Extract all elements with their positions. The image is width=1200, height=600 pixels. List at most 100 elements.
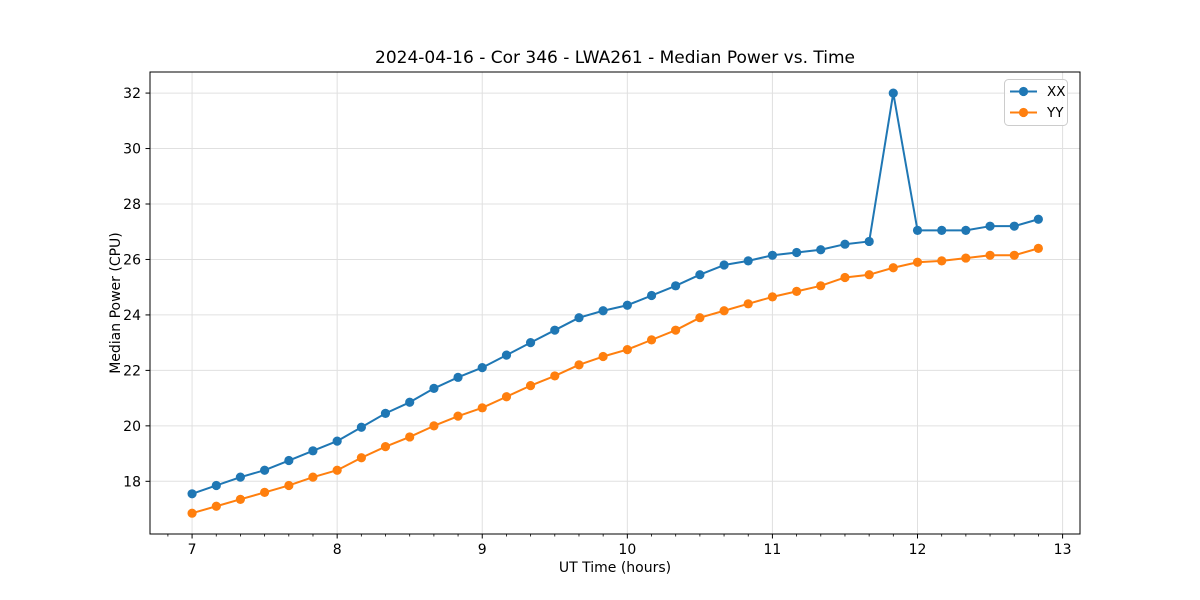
data-point-xx [187, 489, 197, 499]
data-point-xx [477, 363, 487, 373]
series-line-xx [191, 92, 1040, 495]
data-point-yy [380, 442, 391, 452]
data-point-xx [405, 397, 415, 407]
data-point-yy [308, 472, 318, 482]
data-point-xx [1009, 221, 1019, 231]
data-point-yy [646, 335, 657, 345]
x-tick-label: 10 [618, 542, 636, 558]
data-point-xx [356, 422, 366, 432]
data-point-xx [743, 256, 753, 266]
y-tick-label: 18 [123, 474, 141, 490]
data-point-xx [332, 436, 342, 446]
gridlines [150, 72, 1080, 534]
x-tick-label: 7 [188, 542, 197, 558]
x-tick-label: 8 [333, 542, 342, 558]
data-point-xx [574, 313, 584, 323]
data-point-yy [284, 480, 294, 491]
data-point-xx [622, 300, 632, 310]
x-tick-label: 11 [764, 542, 782, 558]
data-point-xx [646, 290, 657, 301]
data-point-yy [1033, 243, 1043, 253]
x-tick-label: 12 [909, 542, 927, 558]
y-tick-label: 28 [123, 197, 141, 213]
data-point-xx [840, 239, 850, 249]
y-tick-label: 20 [123, 419, 141, 435]
x-tick-label: 13 [1054, 542, 1072, 558]
data-point-xx [525, 338, 536, 348]
axis-ticks [145, 92, 1064, 539]
data-point-xx [864, 236, 874, 247]
legend-item-yy: YY [1010, 105, 1064, 121]
data-point-yy [937, 256, 947, 266]
y-tick-label: 32 [123, 86, 141, 102]
data-point-xx [453, 372, 463, 382]
data-point-yy [695, 313, 705, 323]
data-point-xx [985, 221, 995, 231]
data-point-xx [767, 250, 778, 260]
data-point-xx [671, 281, 681, 291]
data-point-xx [937, 225, 947, 235]
data-point-xx [501, 350, 512, 360]
data-point-yy [550, 371, 560, 381]
legend: XX YY [1004, 79, 1068, 126]
data-point-yy [767, 292, 778, 302]
x-tick-label: 9 [478, 542, 487, 558]
data-point-yy [356, 453, 366, 463]
data-point-xx [888, 88, 898, 98]
plot-border [149, 71, 1081, 535]
series-yy [187, 243, 1043, 518]
data-point-yy [332, 465, 342, 475]
y-tick-label: 24 [123, 308, 141, 324]
data-point-xx [598, 306, 608, 316]
data-point-yy [743, 299, 753, 309]
y-tick-labels: 18 20 22 24 26 28 30 32 [123, 86, 141, 490]
legend-marker-xx [1018, 86, 1029, 97]
data-point-yy [477, 403, 487, 413]
data-point-yy [525, 381, 536, 391]
y-tick-label: 26 [123, 252, 141, 268]
series-line-yy [191, 247, 1040, 515]
data-point-xx [816, 245, 826, 255]
data-point-yy [912, 257, 923, 267]
data-point-xx [284, 455, 294, 466]
data-point-yy [671, 325, 681, 335]
y-axis-label: Median Power (CPU) [108, 232, 124, 374]
data-point-xx [961, 225, 971, 235]
data-point-yy [429, 421, 439, 431]
data-point-xx [719, 260, 729, 270]
data-point-xx [550, 325, 560, 335]
legend-item-xx: XX [1010, 84, 1066, 100]
legend-label-xx: XX [1047, 84, 1066, 100]
data-point-yy [1009, 250, 1019, 260]
legend-marker-yy [1018, 107, 1029, 118]
data-point-xx [912, 225, 923, 235]
data-point-xx [235, 472, 245, 482]
data-point-yy [985, 250, 995, 260]
data-point-yy [211, 501, 221, 511]
data-point-yy [961, 253, 971, 263]
data-point-xx [308, 446, 318, 456]
data-point-yy [453, 411, 463, 421]
data-point-xx [1033, 214, 1043, 224]
x-tick-labels: 7 8 9 10 11 12 13 [188, 542, 1072, 558]
data-point-yy [235, 494, 245, 504]
chart-title: 2024-04-16 - Cor 346 - LWA261 - Median P… [375, 48, 855, 68]
data-point-yy [840, 272, 850, 283]
data-point-xx [380, 408, 391, 418]
data-point-xx [695, 270, 705, 280]
data-point-xx [211, 480, 221, 491]
data-point-yy [864, 270, 874, 280]
data-point-xx [260, 465, 270, 475]
data-point-yy [816, 281, 826, 291]
data-series [187, 88, 1043, 518]
data-point-xx [429, 383, 439, 394]
data-point-yy [719, 306, 729, 316]
y-tick-label: 30 [123, 142, 141, 158]
series-xx [187, 88, 1043, 499]
data-point-yy [187, 508, 197, 518]
data-point-yy [598, 351, 608, 362]
data-point-yy [622, 344, 632, 355]
data-point-yy [260, 487, 270, 497]
